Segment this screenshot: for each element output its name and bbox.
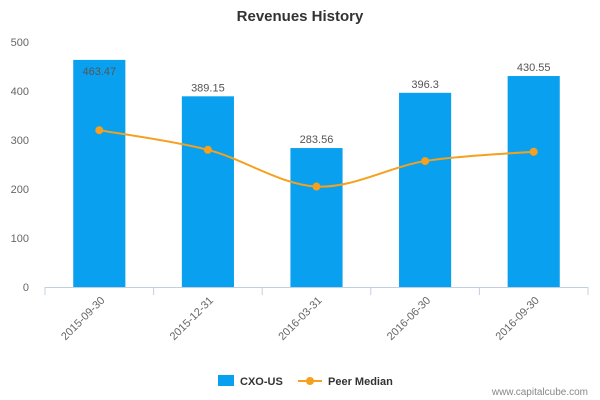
- x-tick-label: 2015-12-31: [168, 295, 216, 343]
- x-tick-label: 2016-09-30: [494, 295, 542, 343]
- data-label: 396.3: [411, 79, 439, 91]
- y-tick-label: 100: [11, 233, 29, 245]
- legend-label-cxo-us: CXO-US: [240, 376, 283, 388]
- chart-title: Revenues History: [237, 8, 364, 25]
- legend-swatch-cxo-us: [218, 375, 234, 386]
- peer-median-point: [203, 145, 212, 154]
- peer-median-point: [312, 182, 321, 191]
- data-label: 283.56: [300, 134, 334, 146]
- y-tick-label: 300: [11, 135, 29, 147]
- legend-label-peer-median: Peer Median: [328, 376, 393, 388]
- watermark: www.capitalcube.com: [491, 387, 588, 398]
- x-tick-label: 2016-03-31: [276, 295, 324, 343]
- x-axis: 2015-09-30 2015-12-31 2016-03-31 2016-06-30…: [44, 287, 589, 343]
- line-series: [95, 126, 538, 191]
- y-tick-label: 500: [11, 37, 29, 49]
- peer-median-point: [95, 126, 104, 135]
- x-tick-label: 2016-06-30: [385, 295, 433, 343]
- legend: CXO-US Peer Median: [218, 375, 393, 388]
- data-label: 463.47: [82, 66, 116, 78]
- bar: [507, 76, 560, 287]
- data-label: 430.55: [517, 62, 551, 74]
- legend-swatch-peer-median-dot: [306, 377, 314, 385]
- y-tick-label: 0: [23, 282, 29, 294]
- bar: [73, 59, 126, 287]
- bar: [181, 96, 234, 287]
- bar-series: [73, 59, 560, 287]
- peer-median-point: [529, 147, 538, 156]
- y-tick-label: 200: [11, 184, 29, 196]
- peer-median-point: [421, 157, 430, 166]
- bar: [399, 92, 452, 287]
- y-tick-label: 400: [11, 86, 29, 98]
- bar: [290, 148, 343, 287]
- y-axis: 0 100 200 300 400 500: [11, 37, 29, 294]
- data-label: 389.15: [191, 82, 225, 94]
- x-tick-label: 2015-09-30: [59, 295, 107, 343]
- data-labels: 463.47 389.15 283.56 396.3 430.55: [82, 62, 550, 146]
